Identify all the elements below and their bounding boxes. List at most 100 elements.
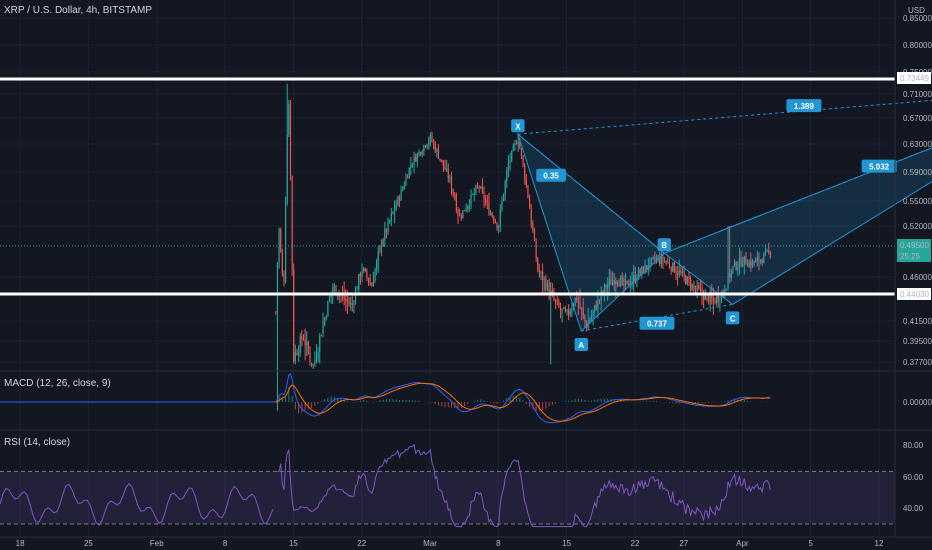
- candle-body[interactable]: [519, 142, 521, 149]
- candle-body[interactable]: [284, 203, 287, 283]
- candle-body[interactable]: [515, 143, 518, 145]
- candle-body[interactable]: [421, 151, 423, 155]
- candle-body[interactable]: [410, 165, 412, 168]
- candle-body[interactable]: [613, 280, 615, 285]
- candle-body[interactable]: [416, 154, 418, 162]
- candle-body[interactable]: [564, 307, 566, 312]
- candle-body[interactable]: [457, 210, 459, 215]
- candle-body[interactable]: [637, 269, 640, 280]
- candle-body[interactable]: [644, 264, 646, 274]
- candle-body[interactable]: [559, 306, 562, 311]
- candle-body[interactable]: [712, 298, 715, 301]
- candle-body[interactable]: [558, 301, 560, 307]
- candle-body[interactable]: [556, 301, 558, 303]
- candle-body[interactable]: [530, 208, 532, 223]
- candle-body[interactable]: [382, 240, 384, 246]
- candle-body[interactable]: [315, 358, 318, 362]
- candle-body[interactable]: [605, 284, 607, 289]
- candle-body[interactable]: [753, 260, 755, 263]
- candle-body[interactable]: [275, 312, 277, 314]
- candle-body[interactable]: [475, 186, 477, 194]
- candle-body[interactable]: [488, 202, 490, 215]
- candle-body[interactable]: [698, 285, 700, 289]
- candle-body[interactable]: [328, 297, 331, 302]
- candle-body[interactable]: [610, 279, 612, 285]
- candle-body[interactable]: [668, 262, 671, 268]
- candle-body[interactable]: [376, 260, 378, 270]
- time-axis[interactable]: 1825Feb81522Mar8152227Apr51219: [16, 539, 932, 548]
- candle-body[interactable]: [589, 319, 591, 322]
- candle-body[interactable]: [319, 336, 321, 352]
- candle-body[interactable]: [280, 229, 282, 252]
- candle-body[interactable]: [691, 285, 693, 290]
- candle-body[interactable]: [439, 158, 441, 160]
- candle-body[interactable]: [361, 271, 363, 277]
- candle-body[interactable]: [507, 163, 510, 171]
- candle-body[interactable]: [359, 274, 362, 277]
- candle-body[interactable]: [764, 250, 767, 254]
- candle-body[interactable]: [646, 264, 648, 269]
- candle-body[interactable]: [662, 256, 664, 262]
- candle-body[interactable]: [576, 297, 578, 301]
- candle-body[interactable]: [436, 149, 438, 152]
- candle-body[interactable]: [465, 208, 467, 211]
- candle-body[interactable]: [528, 197, 531, 209]
- candle-body[interactable]: [325, 316, 327, 319]
- candle-body[interactable]: [650, 257, 653, 260]
- candle-body[interactable]: [499, 209, 501, 226]
- candle-body[interactable]: [348, 301, 350, 305]
- candle-body[interactable]: [537, 259, 539, 270]
- candle-body[interactable]: [597, 299, 599, 310]
- candle-body[interactable]: [707, 293, 710, 303]
- candle-body[interactable]: [504, 180, 506, 195]
- candle-body[interactable]: [667, 262, 669, 264]
- candle-body[interactable]: [681, 271, 684, 273]
- candle-body[interactable]: [551, 290, 553, 294]
- candle-body[interactable]: [766, 250, 768, 252]
- candle-body[interactable]: [584, 314, 586, 322]
- candle-body[interactable]: [369, 282, 371, 285]
- candle-body[interactable]: [366, 270, 368, 278]
- candle-body[interactable]: [740, 257, 742, 266]
- candle-body[interactable]: [569, 311, 571, 315]
- candle-body[interactable]: [577, 300, 579, 303]
- candle-body[interactable]: [468, 205, 471, 207]
- candle-body[interactable]: [324, 318, 326, 325]
- candle-body[interactable]: [719, 300, 721, 302]
- candle-body[interactable]: [522, 155, 524, 166]
- candle-body[interactable]: [446, 168, 448, 170]
- candle-body[interactable]: [763, 253, 765, 264]
- candle-body[interactable]: [581, 307, 583, 310]
- candle-body[interactable]: [574, 297, 576, 306]
- candle-body[interactable]: [413, 156, 415, 165]
- candle-body[interactable]: [473, 193, 475, 195]
- candle-body[interactable]: [400, 190, 402, 201]
- candle-body[interactable]: [722, 291, 724, 293]
- rsi-series[interactable]: [0, 443, 771, 528]
- candle-body[interactable]: [509, 160, 511, 164]
- candle-body[interactable]: [768, 250, 770, 252]
- candle-body[interactable]: [390, 213, 392, 221]
- candle-body[interactable]: [379, 245, 381, 252]
- candle-body[interactable]: [358, 274, 360, 289]
- candle-body[interactable]: [288, 103, 290, 135]
- candle-body[interactable]: [478, 186, 480, 189]
- candle-body[interactable]: [602, 291, 604, 294]
- candle-body[interactable]: [750, 261, 752, 267]
- candle-body[interactable]: [485, 199, 487, 202]
- candle-body[interactable]: [755, 259, 757, 263]
- candle-body[interactable]: [582, 309, 584, 315]
- candle-body[interactable]: [449, 177, 451, 179]
- candle-body[interactable]: [433, 141, 435, 144]
- candle-body[interactable]: [758, 257, 760, 262]
- candle-body[interactable]: [732, 266, 734, 271]
- candle-body[interactable]: [442, 160, 444, 167]
- candle-body[interactable]: [462, 210, 464, 218]
- candle-body[interactable]: [709, 293, 711, 303]
- candle-body[interactable]: [377, 251, 379, 261]
- candle-body[interactable]: [470, 194, 472, 206]
- candle-body[interactable]: [535, 240, 537, 260]
- candle-body[interactable]: [389, 220, 391, 222]
